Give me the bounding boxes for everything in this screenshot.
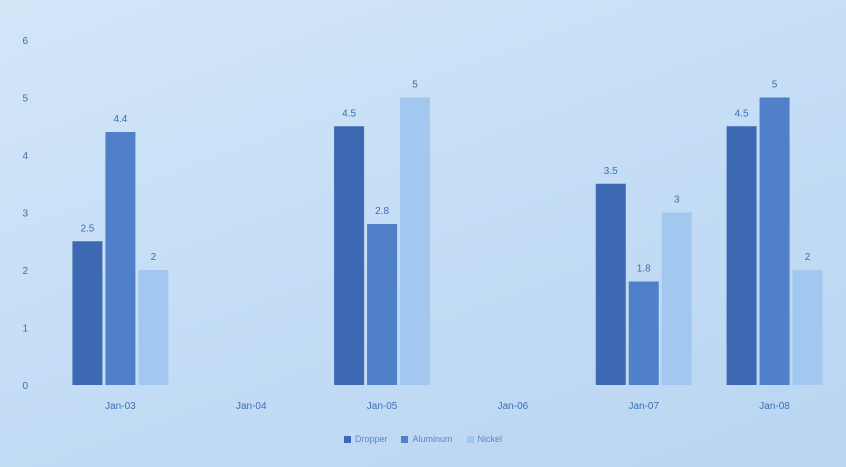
y-axis: 0 1 2 3 4 5 6 xyxy=(22,36,28,392)
legend-item-dropper: Dropper xyxy=(343,434,388,444)
data-label: 3.5 xyxy=(604,166,618,177)
data-label: 4.5 xyxy=(735,108,749,119)
data-label: 4.4 xyxy=(113,114,127,125)
y-tick-label: 2 xyxy=(22,266,28,277)
data-label: 2.5 xyxy=(80,223,94,234)
legend: Dropper Aluminum Nickel xyxy=(0,434,846,444)
bar-nickel-jan-05 xyxy=(400,97,431,385)
x-tick-label: Jan-08 xyxy=(759,401,790,412)
x-tick-label: Jan-05 xyxy=(367,401,398,412)
bar-aluminum-jan-05 xyxy=(367,224,398,385)
data-label: 2 xyxy=(151,252,157,263)
data-label: 1.8 xyxy=(637,264,651,275)
data-labels: 2.5 4.5 3.5 4.5 4.4 2.8 1.8 5 2 5 3 2 xyxy=(80,80,810,275)
legend-item-nickel: Nickel xyxy=(466,434,503,444)
data-label: 3 xyxy=(674,195,680,206)
bar-nickel-jan-08 xyxy=(792,270,823,385)
data-label: 2.8 xyxy=(375,206,389,217)
bar-aluminum-jan-07 xyxy=(628,281,659,385)
legend-item-aluminum: Aluminum xyxy=(401,434,453,444)
bar-dropper-jan-08 xyxy=(726,126,757,385)
y-tick-label: 6 xyxy=(22,36,28,47)
legend-label: Nickel xyxy=(477,434,503,444)
data-label: 4.5 xyxy=(342,108,356,119)
x-axis: Jan-03 Jan-04 Jan-05 Jan-06 Jan-07 Jan-08 xyxy=(105,401,790,412)
bar-dropper-jan-03 xyxy=(72,241,103,385)
x-tick-label: Jan-04 xyxy=(236,401,267,412)
x-tick-label: Jan-07 xyxy=(628,401,659,412)
bar-dropper-jan-07 xyxy=(595,183,626,385)
bar-nickel-jan-03 xyxy=(138,270,169,385)
legend-swatch xyxy=(401,435,409,443)
y-tick-label: 5 xyxy=(22,94,28,105)
y-tick-label: 0 xyxy=(22,381,28,392)
legend-label: Aluminum xyxy=(412,434,453,444)
x-tick-label: Jan-03 xyxy=(105,401,136,412)
data-label: 5 xyxy=(412,80,418,91)
data-label: 2 xyxy=(805,252,811,263)
legend-swatch xyxy=(466,435,474,443)
data-label: 5 xyxy=(772,80,778,91)
y-tick-label: 4 xyxy=(22,151,28,162)
legend-label: Dropper xyxy=(354,434,388,444)
x-tick-label: Jan-06 xyxy=(498,401,529,412)
bar-aluminum-jan-08 xyxy=(759,97,790,385)
bar-nickel-jan-07 xyxy=(661,212,692,385)
y-tick-label: 1 xyxy=(22,324,28,335)
bars xyxy=(72,97,823,385)
y-tick-label: 3 xyxy=(22,209,28,220)
bar-dropper-jan-05 xyxy=(334,126,365,385)
legend-swatch xyxy=(343,435,351,443)
bar-aluminum-jan-03 xyxy=(105,132,136,385)
